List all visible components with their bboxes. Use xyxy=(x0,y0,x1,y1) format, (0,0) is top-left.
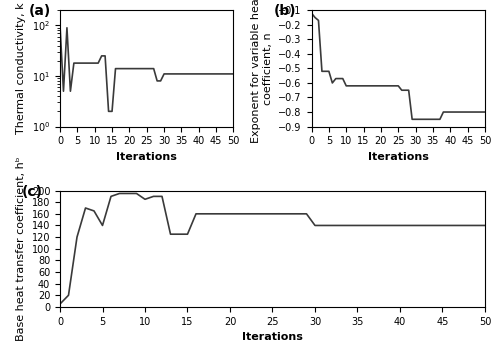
Y-axis label: Thermal conductivity, k: Thermal conductivity, k xyxy=(16,3,26,134)
Text: (c): (c) xyxy=(22,185,43,199)
Text: (b): (b) xyxy=(274,4,296,18)
Text: (a): (a) xyxy=(29,4,51,18)
Y-axis label: Exponent for variable heat
coefficient, n: Exponent for variable heat coefficient, … xyxy=(251,0,273,143)
X-axis label: Iterations: Iterations xyxy=(242,332,303,341)
Y-axis label: Base heat transfer coefficient, hᵇ: Base heat transfer coefficient, hᵇ xyxy=(16,157,26,341)
X-axis label: Iterations: Iterations xyxy=(368,152,428,162)
X-axis label: Iterations: Iterations xyxy=(116,152,177,162)
